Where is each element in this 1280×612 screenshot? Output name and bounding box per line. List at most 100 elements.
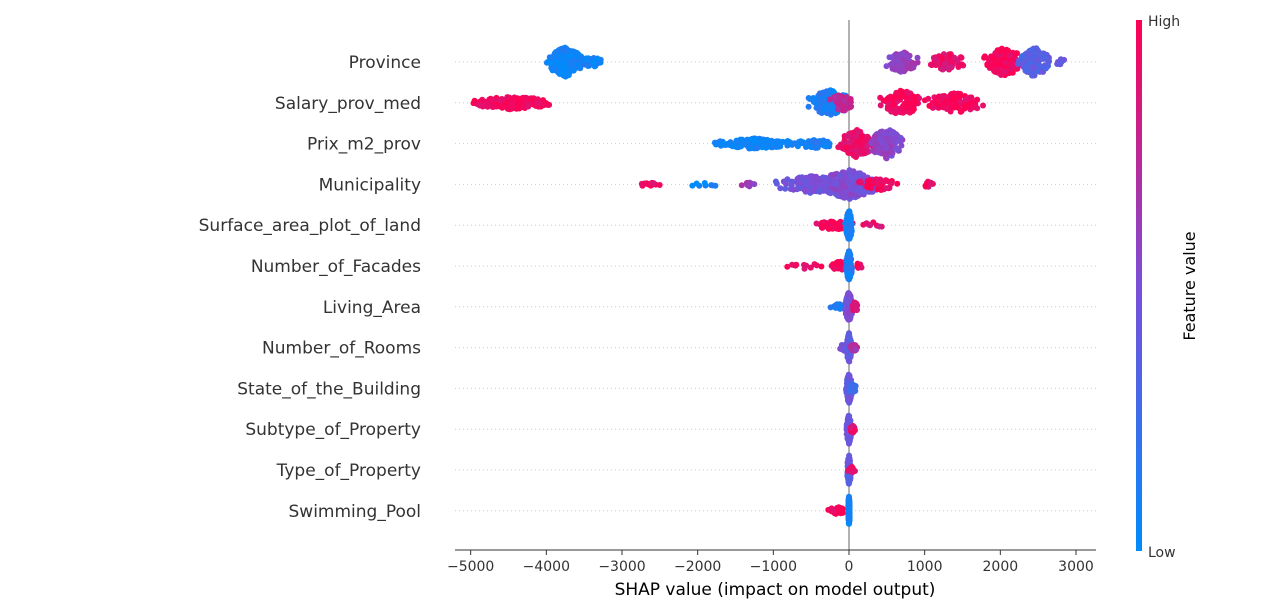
data-point [1006, 52, 1013, 59]
data-point [796, 139, 803, 146]
data-point [834, 301, 841, 308]
data-point [573, 53, 580, 60]
x-axis: −5000 −4000 −3000 −2000 −1000 0 1000 2000 3000 S… [447, 549, 1096, 600]
data-point [890, 101, 897, 108]
feature-label: Municipality [319, 175, 421, 195]
data-point [845, 231, 852, 238]
data-point [909, 59, 916, 66]
data-point [789, 261, 796, 268]
data-point [832, 191, 839, 198]
x-axis-title: SHAP value (impact on model output) [615, 580, 936, 600]
feature-label: Province [349, 53, 421, 73]
data-point [942, 60, 948, 67]
data-point [853, 133, 860, 140]
data-point [777, 185, 784, 192]
feature-label: State_of_the_Building [237, 379, 421, 399]
data-point [899, 66, 906, 73]
data-point [1043, 65, 1049, 72]
data-point [712, 139, 719, 146]
data-point [834, 260, 841, 267]
data-point [883, 97, 890, 104]
data-point [957, 90, 964, 97]
data-point [876, 223, 883, 230]
data-point [876, 135, 883, 142]
data-point [822, 94, 829, 101]
data-point [827, 96, 833, 103]
data-point [874, 181, 881, 188]
data-point [837, 220, 844, 227]
data-point [814, 140, 821, 146]
data-point [846, 227, 853, 233]
data-point [933, 62, 939, 69]
data-point [504, 94, 511, 101]
data-point [744, 182, 751, 189]
data-point [650, 180, 657, 187]
data-point [847, 104, 854, 111]
data-point [995, 47, 1001, 54]
feature-row-points [844, 452, 858, 487]
data-point [857, 172, 864, 179]
data-point [882, 177, 889, 184]
x-tick-label: 3000 [1058, 559, 1094, 575]
x-tick-label: −1000 [750, 559, 797, 575]
data-point [540, 102, 547, 109]
data-point [889, 60, 896, 67]
data-point [818, 263, 825, 270]
data-point [832, 186, 839, 192]
colorbar-title: Feature value [1180, 231, 1199, 340]
data-point [900, 56, 907, 63]
data-point [829, 218, 836, 225]
data-point [826, 140, 833, 147]
data-point [910, 93, 917, 100]
data-point [819, 222, 826, 229]
data-point [955, 64, 962, 70]
data-point [583, 57, 590, 63]
data-point [936, 98, 943, 105]
data-point [925, 95, 932, 102]
data-point [991, 66, 998, 73]
data-point [546, 54, 553, 61]
feature-row-points [843, 371, 859, 406]
feature-label: Number_of_Rooms [262, 339, 421, 359]
data-point [945, 65, 952, 72]
data-point [560, 61, 567, 68]
data-point [922, 182, 929, 189]
data-point [1028, 64, 1035, 71]
data-point [852, 383, 859, 389]
data-point [489, 96, 496, 103]
data-point [844, 270, 851, 277]
data-point [821, 103, 828, 110]
data-point [831, 171, 838, 178]
data-point [905, 64, 912, 71]
data-point [810, 188, 817, 195]
data-point [883, 63, 890, 70]
data-point [822, 178, 829, 185]
data-point [1045, 57, 1052, 64]
data-point [877, 102, 884, 109]
data-point [853, 143, 860, 150]
data-point [973, 97, 980, 104]
data-point [888, 180, 895, 187]
data-point [825, 225, 832, 232]
data-point [1019, 53, 1026, 60]
data-point [827, 111, 834, 118]
data-point [878, 187, 885, 193]
data-point [870, 137, 877, 143]
data-point [814, 144, 820, 151]
data-point [894, 180, 901, 187]
data-point [769, 144, 776, 151]
data-point [552, 49, 559, 55]
data-point [877, 176, 884, 183]
data-point [477, 102, 484, 109]
data-point [961, 102, 968, 109]
data-point [854, 262, 861, 269]
data-point [845, 473, 852, 480]
data-point [757, 140, 764, 147]
data-point [720, 140, 727, 147]
x-ticks: −5000 −4000 −3000 −2000 −1000 0 1000 2000 3000 [447, 550, 1094, 575]
x-tick-label: 1000 [907, 559, 943, 575]
data-point [939, 66, 946, 73]
data-point [908, 101, 915, 108]
x-tick-label: −3000 [598, 559, 645, 575]
